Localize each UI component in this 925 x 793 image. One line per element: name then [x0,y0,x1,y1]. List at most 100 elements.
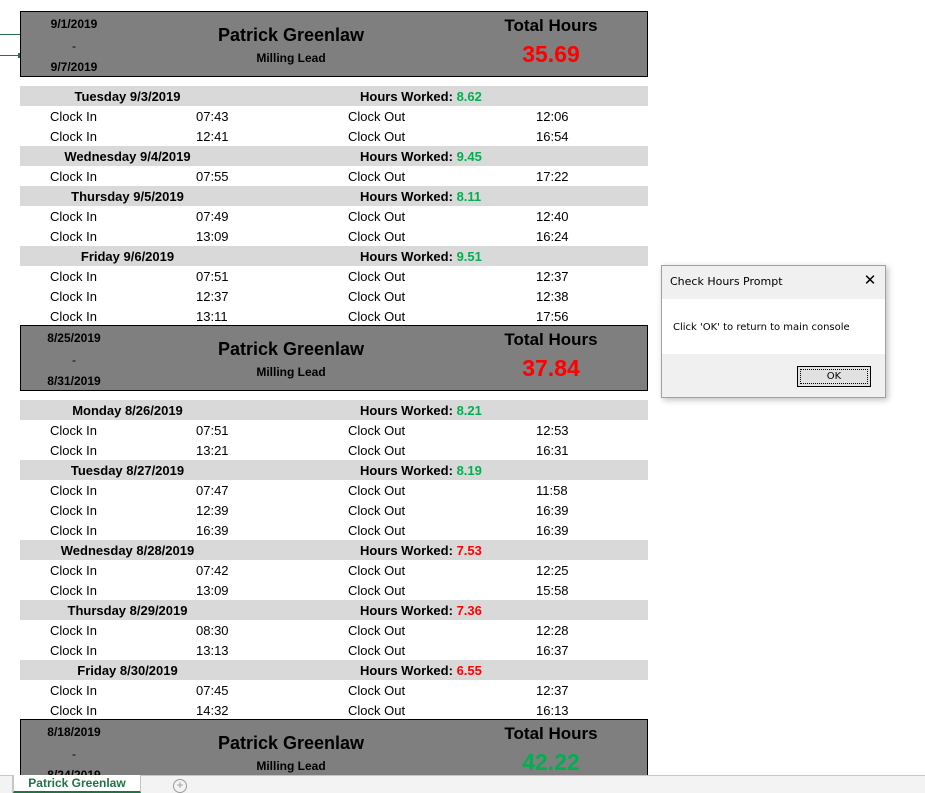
sheet-tab-patrick-greenlaw[interactable]: Patrick Greenlaw [13,775,141,793]
day-header-row[interactable]: Thursday 9/5/2019 Hours Worked: 8.11 [20,186,648,206]
clock-out-label: Clock Out [348,169,406,184]
day-header-row[interactable]: Tuesday 9/3/2019 Hours Worked: 8.62 [20,86,648,106]
week-header: 9/1/2019 - 9/7/2019 Patrick Greenlaw Milling… [20,11,648,77]
week-date-separator: - [72,39,76,53]
clock-out-label: Clock Out [348,423,406,438]
clock-out-time: 16:13 [536,703,569,718]
punch-row[interactable]: Clock In 12:41 Clock Out 16:54 [20,126,648,146]
clock-in-time: 07:42 [196,563,229,578]
hours-worked-value: 8.21 [456,403,482,418]
week-header: 8/18/2019 - 8/24/2019 Patrick Greenlaw Milli… [20,719,648,775]
clock-in-label: Clock In [50,563,97,578]
close-icon[interactable]: ✕ [863,271,877,289]
dialog-title: Check Hours Prompt [670,275,783,288]
hours-worked: Hours Worked: 6.55 [360,663,482,678]
clock-in-time: 07:51 [196,269,229,284]
punch-row[interactable]: Clock In 16:39 Clock Out 16:39 [20,520,648,540]
clock-in-label: Clock In [50,229,97,244]
punch-row[interactable]: Clock In 13:13 Clock Out 16:37 [20,640,648,660]
hours-worked-value: 9.45 [456,149,482,164]
punch-row[interactable]: Clock In 07:49 Clock Out 12:40 [20,206,648,226]
punch-row[interactable]: Clock In 13:11 Clock Out 17:56 [20,306,648,326]
clock-in-time: 07:55 [196,169,229,184]
ok-button[interactable]: OK [797,366,871,387]
punch-row[interactable]: Clock In 08:30 Clock Out 12:28 [20,620,648,640]
punch-row[interactable]: Clock In 07:51 Clock Out 12:37 [20,266,648,286]
clock-in-label: Clock In [50,443,97,458]
employee-role: Milling Lead [256,365,326,379]
hours-worked-label: Hours Worked: [360,249,453,264]
hours-worked: Hours Worked: 8.21 [360,403,482,418]
hours-worked: Hours Worked: 9.51 [360,249,482,264]
punch-row[interactable]: Clock In 07:47 Clock Out 11:58 [20,480,648,500]
week-end-date: 8/24/2019 [47,768,101,775]
hours-worked-label: Hours Worked: [360,149,453,164]
clock-in-label: Clock In [50,169,97,184]
clock-out-time: 12:37 [536,683,569,698]
clock-in-label: Clock In [50,269,97,284]
hours-worked: Hours Worked: 7.36 [360,603,482,618]
clock-out-time: 11:58 [536,483,568,498]
day-date: Friday 9/6/2019 [80,249,175,264]
clock-out-label: Clock Out [348,209,406,224]
week-end-date: 9/7/2019 [50,60,98,74]
clock-out-time: 12:06 [536,109,569,124]
employee-role: Milling Lead [256,759,326,773]
week-date-separator: - [72,353,76,367]
day-date: Thursday 9/5/2019 [71,189,184,204]
day-header-row[interactable]: Friday 8/30/2019 Hours Worked: 6.55 [20,660,648,680]
clock-in-label: Clock In [50,703,97,718]
punch-row[interactable]: Clock In 07:42 Clock Out 12:25 [20,560,648,580]
day-header-row[interactable]: Wednesday 8/28/2019 Hours Worked: 7.53 [20,540,648,560]
check-hours-dialog: Check Hours Prompt ✕ Click 'OK' to retur… [661,265,886,398]
clock-in-time: 13:09 [196,229,229,244]
punch-row[interactable]: Clock In 07:43 Clock Out 12:06 [20,106,648,126]
punch-row[interactable]: Clock In 13:09 Clock Out 16:24 [20,226,648,246]
punch-row[interactable]: Clock In 12:37 Clock Out 12:38 [20,286,648,306]
day-header-row[interactable]: Friday 9/6/2019 Hours Worked: 9.51 [20,246,648,266]
clock-in-time: 14:32 [196,703,229,718]
clock-in-label: Clock In [50,129,97,144]
clock-in-label: Clock In [50,483,97,498]
clock-out-time: 16:24 [536,229,569,244]
clock-in-label: Clock In [50,623,97,638]
day-date: Tuesday 9/3/2019 [74,89,181,104]
day-header-row[interactable]: Tuesday 8/27/2019 Hours Worked: 8.19 [20,460,648,480]
day-header-row[interactable]: Wednesday 9/4/2019 Hours Worked: 9.45 [20,146,648,166]
plus-circle-icon[interactable]: + [173,779,187,793]
clock-in-label: Clock In [50,289,97,304]
punch-row[interactable]: Clock In 07:45 Clock Out 12:37 [20,680,648,700]
clock-in-time: 08:30 [196,623,229,638]
clock-out-label: Clock Out [348,309,406,324]
clock-out-label: Clock Out [348,643,406,658]
punch-row[interactable]: Clock In 13:21 Clock Out 16:31 [20,440,648,460]
tab-scroll-area [0,776,13,793]
worksheet[interactable]: 9/1/2019 - 9/7/2019 Patrick Greenlaw Milling… [0,0,925,775]
hours-worked-label: Hours Worked: [360,603,453,618]
total-hours-value: 37.84 [522,355,580,381]
clock-out-time: 16:31 [536,443,569,458]
clock-in-label: Clock In [50,523,97,538]
hours-worked-label: Hours Worked: [360,463,453,478]
day-header-row[interactable]: Monday 8/26/2019 Hours Worked: 8.21 [20,400,648,420]
total-hours-label: Total Hours [504,16,598,35]
hours-worked: Hours Worked: 8.62 [360,89,482,104]
employee-name: Patrick Greenlaw [217,733,365,753]
week-start-date: 8/25/2019 [47,331,101,345]
total-hours-label: Total Hours [504,330,598,349]
punch-row[interactable]: Clock In 07:51 Clock Out 12:53 [20,420,648,440]
week-start-date: 9/1/2019 [50,17,98,31]
punch-row[interactable]: Clock In 14:32 Clock Out 16:13 [20,700,648,720]
clock-in-time: 07:51 [196,423,229,438]
punch-row[interactable]: Clock In 07:55 Clock Out 17:22 [20,166,648,186]
punch-row[interactable]: Clock In 12:39 Clock Out 16:39 [20,500,648,520]
day-header-row[interactable]: Thursday 8/29/2019 Hours Worked: 7.36 [20,600,648,620]
hours-worked-value: 7.36 [456,603,482,618]
clock-in-time: 13:21 [196,443,229,458]
hours-worked-label: Hours Worked: [360,89,453,104]
clock-in-label: Clock In [50,583,97,598]
clock-in-time: 13:13 [196,643,229,658]
employee-role: Milling Lead [256,51,326,65]
day-date: Monday 8/26/2019 [72,403,183,418]
punch-row[interactable]: Clock In 13:09 Clock Out 15:58 [20,580,648,600]
